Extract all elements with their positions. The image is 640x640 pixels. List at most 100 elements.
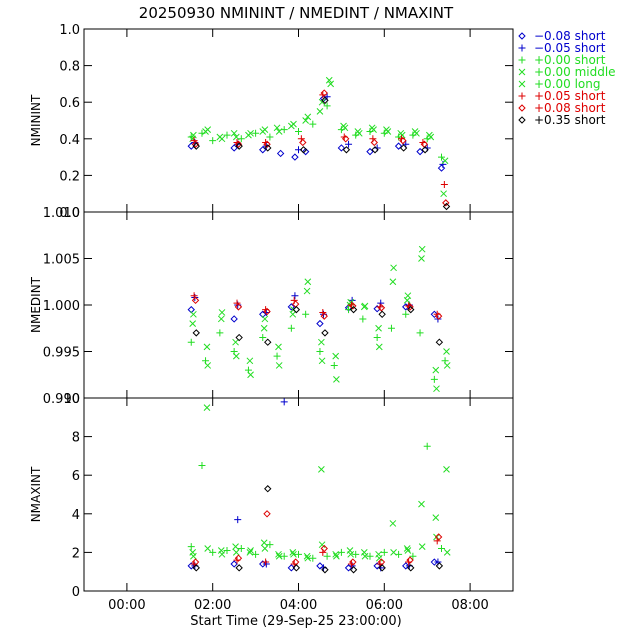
data-point bbox=[423, 442, 431, 450]
legend-symbol bbox=[518, 92, 526, 100]
data-point bbox=[295, 550, 302, 558]
x-tick-label: 08:00 bbox=[451, 598, 488, 613]
data-point bbox=[232, 549, 240, 556]
data-point bbox=[237, 545, 245, 553]
data-point bbox=[434, 533, 443, 541]
y-tick-label: 8 bbox=[72, 431, 80, 446]
x-tick-labels: 00:00 02:00 04:00 06:00 08:00 bbox=[108, 598, 489, 613]
series-points bbox=[191, 398, 442, 572]
data-point bbox=[435, 562, 444, 570]
data-point bbox=[389, 278, 397, 286]
data-point bbox=[354, 128, 362, 135]
data-point bbox=[190, 131, 197, 139]
data-point bbox=[366, 147, 374, 156]
y-tick-label: 0 bbox=[72, 585, 80, 600]
data-point bbox=[361, 552, 369, 560]
data-point bbox=[204, 545, 212, 552]
data-point bbox=[280, 398, 288, 406]
data-point bbox=[289, 549, 297, 556]
data-point bbox=[321, 566, 329, 574]
data-point bbox=[340, 122, 347, 130]
data-point bbox=[425, 131, 433, 139]
data-point bbox=[347, 298, 355, 306]
data-point bbox=[223, 546, 231, 554]
data-point bbox=[432, 366, 440, 374]
data-point bbox=[433, 385, 440, 393]
data-point bbox=[230, 129, 238, 137]
data-point bbox=[209, 548, 217, 556]
data-point bbox=[406, 303, 414, 311]
y-tick-label: 0.2 bbox=[59, 169, 80, 184]
data-point bbox=[301, 147, 310, 156]
data-point bbox=[187, 543, 195, 551]
series-points bbox=[187, 558, 439, 572]
data-point bbox=[337, 548, 345, 556]
data-point bbox=[223, 131, 231, 139]
data-point bbox=[299, 138, 307, 147]
data-point bbox=[304, 113, 312, 121]
data-point bbox=[349, 558, 357, 566]
data-point bbox=[442, 202, 451, 211]
data-point bbox=[260, 324, 268, 332]
data-point bbox=[443, 466, 450, 473]
series-points bbox=[189, 404, 450, 560]
data-point bbox=[433, 533, 440, 541]
data-point bbox=[275, 552, 283, 560]
legend: −0.08 short−0.05 short+0.00 short+0.00 m… bbox=[518, 29, 616, 127]
data-point bbox=[263, 140, 271, 148]
data-point bbox=[330, 361, 338, 369]
y-tick-label: 0.6 bbox=[59, 96, 80, 111]
panel-nmedint: 0.990 0.995 1.000 1.005 1.010 NMEDINT bbox=[29, 206, 514, 407]
data-point bbox=[292, 305, 301, 314]
data-point bbox=[404, 547, 412, 554]
data-point bbox=[216, 329, 224, 337]
data-point bbox=[235, 142, 243, 150]
data-point bbox=[261, 126, 269, 134]
data-point bbox=[262, 558, 270, 566]
legend-symbol bbox=[518, 104, 526, 112]
y-tick-label: 0.0 bbox=[59, 206, 80, 221]
legend-symbol bbox=[518, 56, 526, 64]
data-point bbox=[280, 552, 288, 560]
data-point bbox=[435, 338, 444, 346]
data-point bbox=[352, 550, 360, 558]
data-point bbox=[217, 315, 225, 323]
data-point bbox=[387, 324, 395, 332]
data-point bbox=[318, 338, 325, 346]
y-tick-label: 1.005 bbox=[43, 253, 80, 268]
data-point bbox=[345, 140, 353, 148]
data-point bbox=[318, 357, 326, 365]
data-point bbox=[407, 564, 415, 572]
data-point bbox=[247, 129, 254, 137]
data-point bbox=[230, 315, 238, 323]
data-point bbox=[418, 255, 425, 262]
series-points bbox=[192, 485, 444, 574]
data-point bbox=[430, 558, 439, 566]
legend-label: +0.08 short bbox=[534, 101, 606, 115]
data-point bbox=[237, 135, 245, 143]
data-point bbox=[303, 552, 311, 560]
data-point bbox=[333, 552, 340, 560]
data-point bbox=[259, 146, 267, 154]
data-point bbox=[395, 550, 403, 558]
data-point bbox=[373, 562, 381, 570]
data-point bbox=[316, 107, 324, 115]
data-point bbox=[320, 312, 328, 320]
data-point bbox=[280, 126, 288, 134]
data-point bbox=[416, 147, 424, 156]
series-points bbox=[190, 76, 447, 198]
chart-title: 20250930 NMININT / NMEDINT / NMAXINT bbox=[139, 4, 454, 22]
data-point bbox=[443, 362, 451, 369]
data-point bbox=[316, 319, 324, 328]
data-point bbox=[287, 564, 296, 572]
data-point bbox=[275, 128, 283, 135]
data-point bbox=[397, 129, 405, 137]
data-point bbox=[371, 146, 379, 154]
y-tick-label: 0.990 bbox=[43, 392, 80, 407]
data-point bbox=[390, 549, 397, 556]
data-point bbox=[275, 550, 282, 558]
y-axis-label: NMAXINT bbox=[29, 466, 43, 522]
data-point bbox=[366, 552, 374, 560]
data-point bbox=[411, 128, 419, 135]
